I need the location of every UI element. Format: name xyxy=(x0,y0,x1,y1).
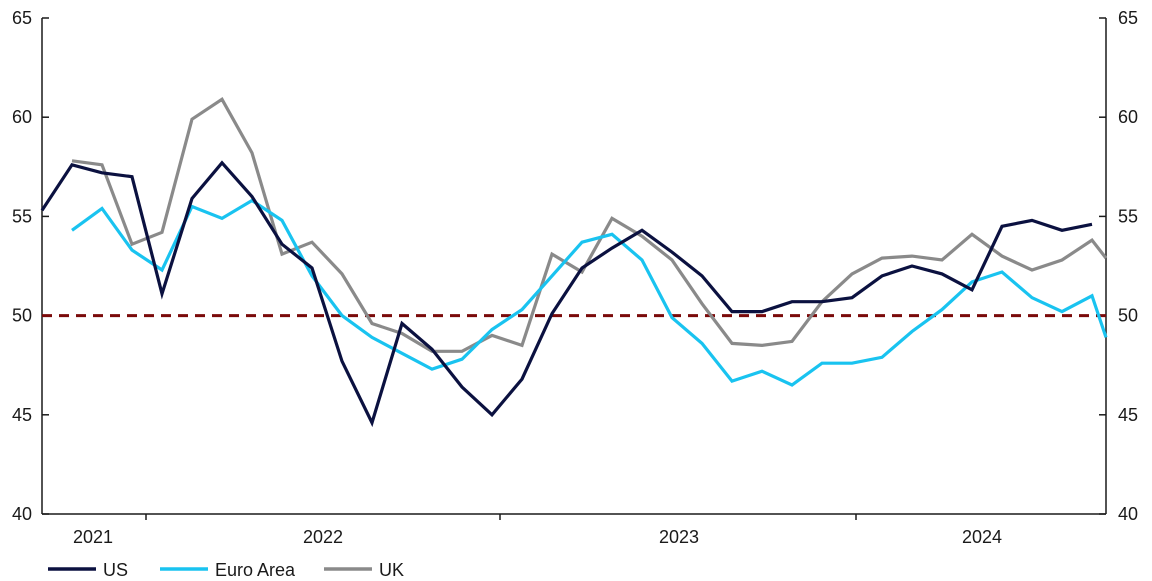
series-line-us xyxy=(40,160,1093,428)
y-tick-label-left: 65 xyxy=(12,8,32,28)
y-tick-label-left: 60 xyxy=(12,107,32,127)
y-tick-label-left: 50 xyxy=(12,306,32,326)
x-year-label: 2024 xyxy=(962,527,1002,547)
legend-label: UK xyxy=(379,560,404,580)
legend-label: Euro Area xyxy=(215,560,296,580)
series-line-euro-area xyxy=(71,198,1108,387)
y-ticks-right: 40 45 50 55 60 65 xyxy=(1099,8,1138,524)
y-tick-label-right: 45 xyxy=(1118,405,1138,425)
x-year-label: 2023 xyxy=(659,527,699,547)
x-ticks xyxy=(145,514,857,520)
y-tick-label-left: 45 xyxy=(12,405,32,425)
y-tick-label-right: 55 xyxy=(1118,206,1138,226)
x-year-labels: 2021 2022 2023 2024 xyxy=(73,527,1002,547)
y-tick-label-right: 65 xyxy=(1118,8,1138,28)
y-tick-label-right: 40 xyxy=(1118,504,1138,524)
y-tick-label-left: 55 xyxy=(12,206,32,226)
series-lines xyxy=(40,97,1108,428)
y-tick-label-right: 60 xyxy=(1118,107,1138,127)
x-year-label: 2022 xyxy=(303,527,343,547)
y-tick-label-right: 50 xyxy=(1118,306,1138,326)
legend: US Euro Area UK xyxy=(48,560,404,580)
y-ticks-left: 40 45 50 55 60 65 xyxy=(12,8,49,524)
x-year-label: 2021 xyxy=(73,527,113,547)
legend-label: US xyxy=(103,560,128,580)
y-tick-label-left: 40 xyxy=(12,504,32,524)
series-line-uk xyxy=(71,97,1108,353)
